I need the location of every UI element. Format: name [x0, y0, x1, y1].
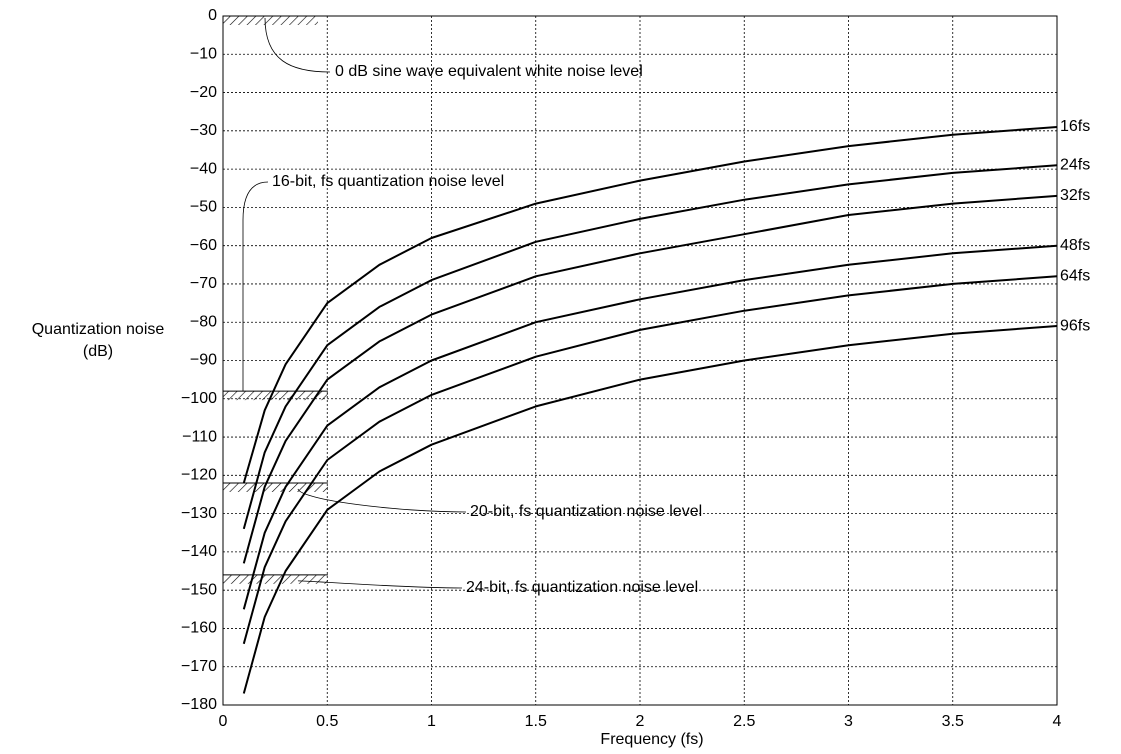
annotation: 20-bit, fs quantization noise level — [470, 503, 702, 520]
series-label: 96fs — [1060, 317, 1090, 334]
annotation: 24-bit, fs quantization noise level — [466, 579, 698, 596]
y-tick-label: −70 — [190, 275, 217, 292]
series-label: 64fs — [1060, 268, 1090, 285]
x-tick-label: 4 — [1053, 713, 1062, 730]
leader-line — [297, 488, 467, 513]
y-tick-label: −110 — [182, 428, 217, 445]
y-tick-label: −50 — [190, 199, 217, 216]
y-tick-label: 0 — [208, 7, 217, 24]
noise-level-hatch — [223, 574, 328, 584]
y-tick-label: −80 — [190, 313, 217, 330]
y-tick-label: −100 — [181, 390, 217, 407]
y-tick-label: −20 — [190, 84, 217, 101]
plot-frame — [222, 15, 1058, 706]
series-label: 24fs — [1060, 157, 1090, 174]
y-axis-label: Quantization noise — [32, 321, 165, 338]
series-label: 32fs — [1060, 187, 1090, 204]
series-line — [242, 126, 1058, 484]
y-axis-label: (dB) — [83, 343, 113, 360]
y-tick-label: −120 — [181, 467, 217, 484]
noise-level-hatch — [223, 16, 318, 25]
x-tick-label: 1.5 — [525, 713, 547, 730]
y-tick-label: −90 — [190, 352, 217, 369]
leader-line — [297, 580, 463, 589]
y-tick-label: −170 — [181, 658, 217, 675]
y-tick-label: −180 — [181, 696, 217, 713]
series-label: 48fs — [1060, 237, 1090, 254]
leader-line — [264, 17, 331, 73]
x-tick-label: 3 — [844, 713, 853, 730]
x-tick-label: 3.5 — [942, 713, 964, 730]
annotation: 16-bit, fs quantization noise level — [272, 173, 504, 190]
x-tick-label: 1 — [427, 713, 436, 730]
series-label: 16fs — [1060, 118, 1090, 135]
noise-level-hatch — [223, 391, 328, 401]
y-tick-label: −30 — [190, 122, 217, 139]
x-tick-label: 2.5 — [733, 713, 755, 730]
series-line — [242, 244, 1058, 610]
y-tick-label: −140 — [181, 543, 217, 560]
leader-line — [242, 181, 269, 392]
y-tick-label: −10 — [190, 45, 217, 62]
x-tick-label: 0 — [219, 713, 228, 730]
x-axis-label: Frequency (fs) — [600, 731, 703, 748]
annotation: 0 dB sine wave equivalent white noise le… — [335, 63, 643, 80]
y-tick-label: −160 — [181, 620, 217, 637]
noise-level-hatch — [223, 482, 328, 492]
y-tick-label: −150 — [181, 581, 217, 598]
x-tick-label: 0.5 — [316, 713, 338, 730]
series-line — [242, 164, 1058, 530]
x-tick-label: 2 — [636, 713, 645, 730]
series-line — [242, 325, 1058, 694]
y-tick-label: −40 — [190, 160, 217, 177]
series-line — [242, 194, 1058, 564]
series-line — [242, 275, 1058, 645]
y-tick-label: −60 — [190, 237, 217, 254]
y-tick-label: −130 — [181, 505, 217, 522]
